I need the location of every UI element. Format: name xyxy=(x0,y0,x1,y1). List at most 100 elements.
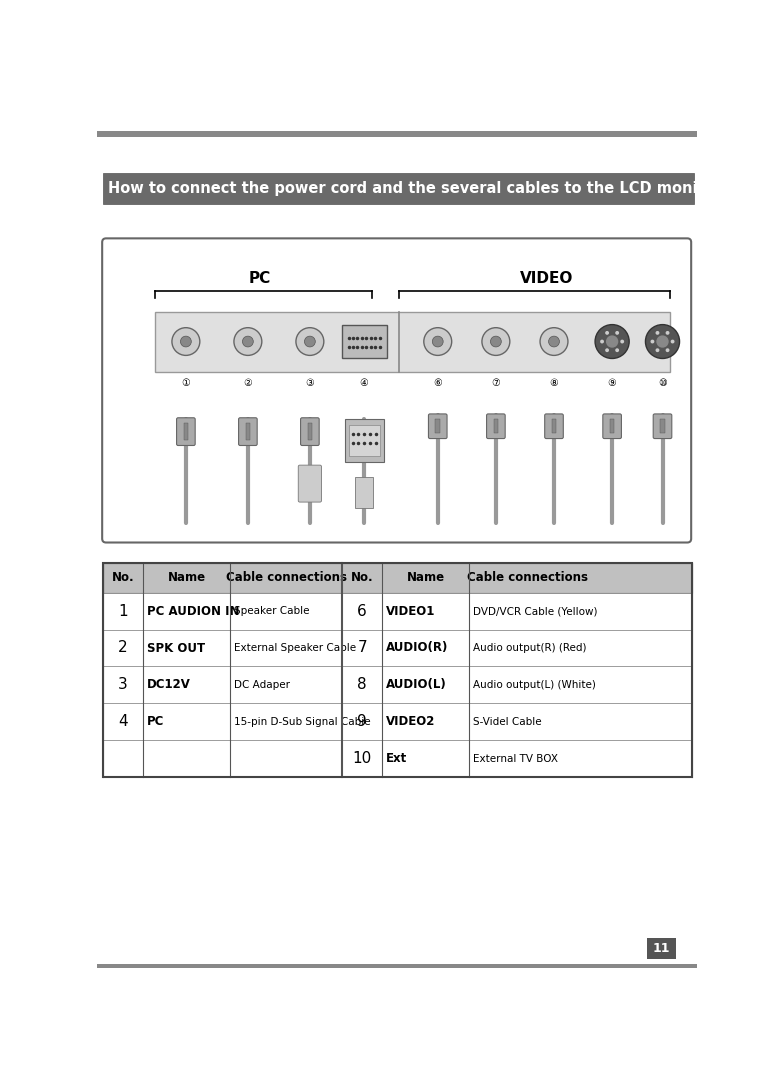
FancyBboxPatch shape xyxy=(545,413,563,438)
Text: DC12V: DC12V xyxy=(147,679,190,692)
Text: PC: PC xyxy=(248,271,271,286)
Bar xyxy=(97,131,697,137)
Circle shape xyxy=(670,339,674,344)
Text: DC Adaper: DC Adaper xyxy=(234,680,290,690)
Bar xyxy=(103,741,692,777)
Circle shape xyxy=(549,336,560,347)
Bar xyxy=(307,423,312,441)
Bar xyxy=(183,423,188,441)
Text: ③: ③ xyxy=(306,379,314,388)
Text: DVD/VCR Cable (Yellow): DVD/VCR Cable (Yellow) xyxy=(473,606,598,616)
Circle shape xyxy=(615,331,619,335)
Text: Audio output(R) (Red): Audio output(R) (Red) xyxy=(473,643,587,653)
FancyBboxPatch shape xyxy=(102,238,691,543)
Text: 3: 3 xyxy=(118,678,128,692)
Circle shape xyxy=(180,336,191,347)
Circle shape xyxy=(620,339,624,344)
Text: 2: 2 xyxy=(118,641,128,655)
Circle shape xyxy=(666,331,670,335)
Text: ⑩: ⑩ xyxy=(658,379,667,388)
Bar xyxy=(341,325,386,358)
Text: AUDIO(R): AUDIO(R) xyxy=(386,642,448,655)
Text: VIDEO: VIDEO xyxy=(519,271,573,286)
Text: External Speaker Cable: External Speaker Cable xyxy=(234,643,356,653)
Text: ②: ② xyxy=(244,379,252,388)
Text: Cable connections: Cable connections xyxy=(226,571,347,584)
Bar xyxy=(103,704,692,741)
Bar xyxy=(552,419,557,433)
Text: No.: No. xyxy=(351,571,373,584)
Text: PC: PC xyxy=(147,716,164,729)
Text: PC AUDION IN: PC AUDION IN xyxy=(147,605,239,618)
Circle shape xyxy=(606,335,618,348)
Bar xyxy=(660,419,665,433)
Bar xyxy=(97,964,697,968)
Bar xyxy=(103,593,692,630)
Text: 8: 8 xyxy=(358,678,367,692)
Bar xyxy=(103,667,692,704)
FancyBboxPatch shape xyxy=(603,413,622,438)
Circle shape xyxy=(172,327,200,356)
Bar xyxy=(103,173,694,203)
Bar xyxy=(494,419,498,433)
Circle shape xyxy=(656,348,659,353)
Text: ④: ④ xyxy=(360,379,368,388)
Circle shape xyxy=(304,336,315,347)
Bar xyxy=(155,311,670,372)
Text: Cable connections: Cable connections xyxy=(467,571,588,584)
Circle shape xyxy=(666,348,670,353)
FancyBboxPatch shape xyxy=(238,418,257,445)
Text: 15-pin D-Sub Signal Cabie: 15-pin D-Sub Signal Cabie xyxy=(234,717,371,727)
Circle shape xyxy=(540,327,568,356)
Text: External TV BOX: External TV BOX xyxy=(473,754,558,764)
Text: SPK OUT: SPK OUT xyxy=(147,642,205,655)
Circle shape xyxy=(491,336,502,347)
FancyBboxPatch shape xyxy=(176,418,195,445)
Text: 1: 1 xyxy=(118,604,128,619)
Text: ⑦: ⑦ xyxy=(491,379,500,388)
Text: 11: 11 xyxy=(653,942,670,955)
Circle shape xyxy=(296,327,324,356)
Circle shape xyxy=(234,327,262,356)
Text: 9: 9 xyxy=(358,715,367,729)
Text: ⑨: ⑨ xyxy=(608,379,617,388)
Text: 10: 10 xyxy=(352,752,372,766)
Bar xyxy=(348,425,379,456)
Circle shape xyxy=(615,348,619,353)
Text: No.: No. xyxy=(111,571,134,584)
Text: VIDEO2: VIDEO2 xyxy=(386,716,436,729)
FancyBboxPatch shape xyxy=(298,466,321,502)
Text: 6: 6 xyxy=(358,604,367,619)
Text: S-Videl Cable: S-Videl Cable xyxy=(473,717,542,727)
FancyBboxPatch shape xyxy=(487,413,505,438)
Text: 7: 7 xyxy=(358,641,367,655)
Bar xyxy=(344,419,383,461)
Text: Name: Name xyxy=(406,571,445,584)
Text: ①: ① xyxy=(181,379,190,388)
Text: Speaker Cable: Speaker Cable xyxy=(234,606,310,616)
Circle shape xyxy=(605,331,609,335)
Bar xyxy=(103,564,692,777)
Text: ⑧: ⑧ xyxy=(550,379,558,388)
FancyBboxPatch shape xyxy=(300,418,319,445)
Circle shape xyxy=(595,324,629,358)
Text: Name: Name xyxy=(167,571,206,584)
Bar xyxy=(245,423,250,441)
Bar xyxy=(354,477,373,508)
Text: 4: 4 xyxy=(118,715,128,729)
Bar xyxy=(436,419,440,433)
Circle shape xyxy=(656,331,659,335)
Circle shape xyxy=(482,327,510,356)
Text: VIDEO1: VIDEO1 xyxy=(386,605,436,618)
Bar xyxy=(103,564,692,593)
Text: AUDIO(L): AUDIO(L) xyxy=(386,679,447,692)
Circle shape xyxy=(605,348,609,353)
Bar xyxy=(103,630,692,667)
Circle shape xyxy=(424,327,452,356)
Text: How to connect the power cord and the several cables to the LCD monitor.: How to connect the power cord and the se… xyxy=(108,181,725,196)
Circle shape xyxy=(242,336,253,347)
Circle shape xyxy=(433,336,444,347)
Bar xyxy=(610,419,615,433)
Circle shape xyxy=(646,324,680,358)
Text: Audio output(L) (White): Audio output(L) (White) xyxy=(473,680,596,690)
